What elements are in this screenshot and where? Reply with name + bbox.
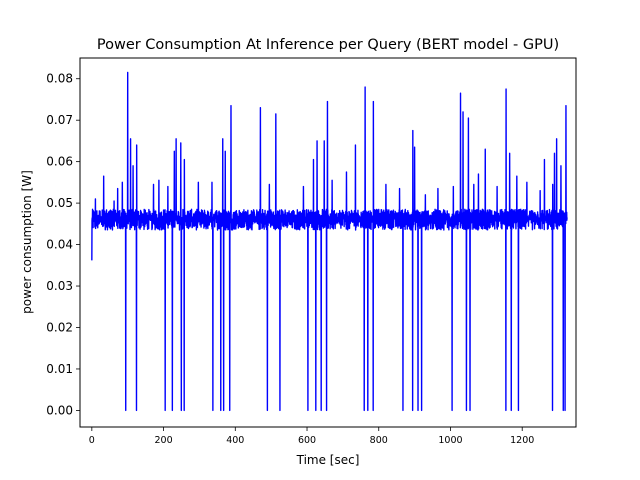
y-tick-label: 0.00 xyxy=(46,403,73,417)
plot-area xyxy=(79,57,577,428)
y-tick-label: 0.04 xyxy=(46,238,73,252)
y-tick-label: 0.06 xyxy=(46,155,73,169)
x-axis: 0 200 400 600 800 1000 1200 xyxy=(89,427,534,446)
power-series-line xyxy=(91,71,568,412)
y-tick-label: 0.08 xyxy=(46,72,73,86)
y-tick-label: 0.03 xyxy=(46,279,73,293)
x-tick-label: 0 xyxy=(89,435,95,446)
plot-frame xyxy=(79,57,577,428)
y-axis: 0.00 0.01 0.02 0.03 0.04 0.05 0.06 0.07 0.08 xyxy=(46,72,80,417)
chart-title: Power Consumption At Inference per Query… xyxy=(97,37,559,53)
y-axis-title: power consumption [W] xyxy=(20,170,34,314)
y-tick-label: 0.05 xyxy=(46,196,73,210)
y-tick-label: 0.07 xyxy=(46,113,73,127)
series-group xyxy=(91,71,568,412)
x-axis-title: Time [sec] xyxy=(296,453,360,467)
y-tick-label: 0.01 xyxy=(46,362,73,376)
y-tick-label: 0.02 xyxy=(46,320,73,334)
x-tick-label: 1200 xyxy=(510,435,534,446)
x-tick-label: 200 xyxy=(154,435,172,446)
x-tick-label: 600 xyxy=(298,435,316,446)
x-tick-label: 400 xyxy=(226,435,244,446)
x-tick-label: 1000 xyxy=(438,435,462,446)
x-tick-label: 800 xyxy=(370,435,388,446)
